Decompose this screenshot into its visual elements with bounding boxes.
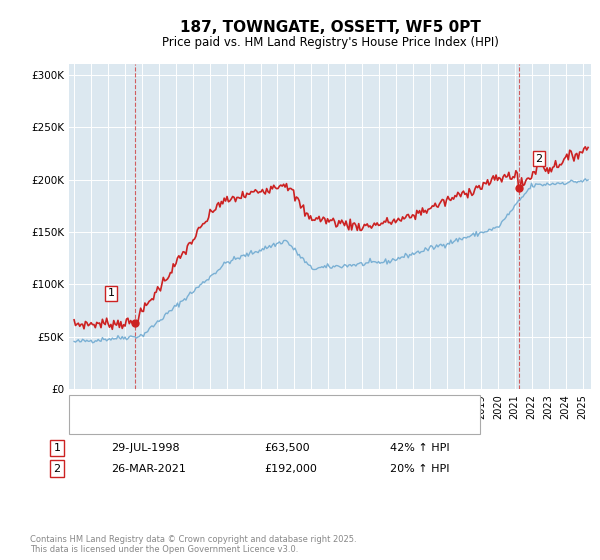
Text: 187, TOWNGATE, OSSETT, WF5 0PT: 187, TOWNGATE, OSSETT, WF5 0PT: [179, 20, 481, 35]
Text: HPI: Average price, semi-detached house, Wakefield: HPI: Average price, semi-detached house,…: [108, 418, 380, 428]
Text: 1: 1: [107, 288, 115, 298]
Text: 2: 2: [535, 153, 542, 164]
Text: 1: 1: [53, 443, 61, 453]
Text: Price paid vs. HM Land Registry's House Price Index (HPI): Price paid vs. HM Land Registry's House …: [161, 36, 499, 49]
Text: £63,500: £63,500: [264, 443, 310, 453]
Text: £192,000: £192,000: [264, 464, 317, 474]
Text: 187, TOWNGATE, OSSETT, WF5 0PT (semi-detached house): 187, TOWNGATE, OSSETT, WF5 0PT (semi-det…: [108, 401, 416, 411]
Text: 20% ↑ HPI: 20% ↑ HPI: [390, 464, 449, 474]
Text: 29-JUL-1998: 29-JUL-1998: [111, 443, 179, 453]
Text: 2: 2: [53, 464, 61, 474]
Text: 42% ↑ HPI: 42% ↑ HPI: [390, 443, 449, 453]
Text: Contains HM Land Registry data © Crown copyright and database right 2025.
This d: Contains HM Land Registry data © Crown c…: [30, 535, 356, 554]
Text: 26-MAR-2021: 26-MAR-2021: [111, 464, 186, 474]
